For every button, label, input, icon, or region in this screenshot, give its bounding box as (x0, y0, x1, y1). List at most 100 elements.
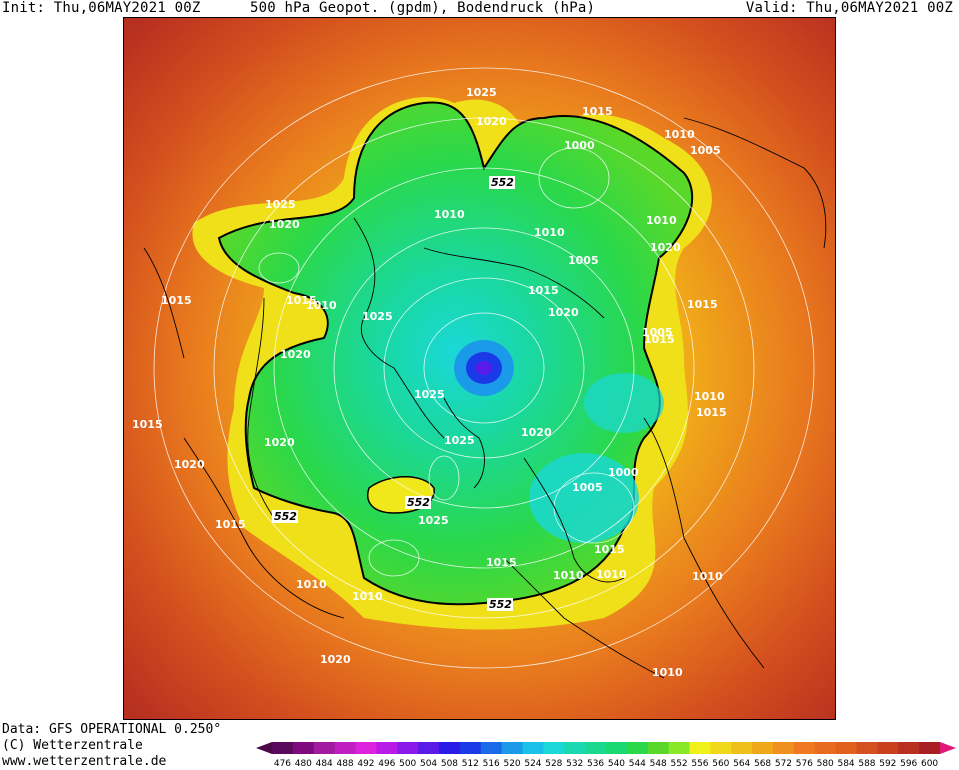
isobar-label: 1015 (644, 333, 675, 346)
valid-time: Valid: Thu,06MAY2021 00Z (745, 0, 953, 16)
legend-swatch (647, 742, 670, 754)
legend-tick-label: 600 (921, 759, 938, 769)
legend-arrow-right (940, 742, 956, 754)
isobar-label: 1020 (548, 306, 579, 319)
legend-swatch (752, 742, 774, 754)
legend-tick-label: 596 (900, 759, 917, 769)
isobar-label: 1010 (694, 390, 725, 403)
legend-swatch (397, 742, 419, 754)
legend-tick-label: 476 (274, 759, 291, 769)
isobar-label: 1000 (564, 139, 595, 152)
legend-swatch (313, 742, 336, 754)
isobar-label: 1005 (572, 481, 603, 494)
legend-bar: 476 480 484 488 492 496 500 504 508 512 516 520 524 5… (256, 742, 956, 769)
legend-swatch (564, 742, 586, 754)
isobar-label: 1010 (352, 590, 383, 603)
isobar-label: 1025 (414, 388, 445, 401)
isobar-label: 1010 (296, 578, 327, 591)
low-center-inner (476, 361, 492, 375)
legend-tick-label: 580 (817, 759, 834, 769)
legend-swatch (522, 742, 544, 754)
legend-swatch (877, 742, 899, 754)
isobar-label: 1005 (568, 254, 599, 267)
isobar-label: 1025 (362, 310, 393, 323)
legend-tick-label: 484 (316, 759, 333, 769)
isobar-label: 1025 (418, 514, 449, 527)
isobar-label: 1010 (553, 569, 584, 582)
contour-label-box (487, 598, 513, 611)
legend-tick-label: 548 (650, 759, 667, 769)
legend-tick-label: 500 (399, 759, 416, 769)
legend-swatch (543, 742, 565, 754)
isobar-label: 1020 (320, 653, 351, 666)
isobar-label: 1010 (534, 226, 565, 239)
isobar-label: 1020 (521, 426, 552, 439)
isobar-label: 1005 (690, 144, 721, 157)
isobar-label: 1015 (286, 294, 317, 307)
isobar-label: 1020 (650, 241, 681, 254)
legend-tick-label: 532 (566, 759, 583, 769)
legend-tick-label: 488 (336, 759, 353, 769)
contour-552-label-layer: 552 552 552 552 (272, 176, 515, 611)
isobar-label: 1015 (582, 105, 613, 118)
contour-label-552: 552 (274, 510, 297, 523)
legend-tick-label: 512 (462, 759, 479, 769)
legend-swatch (459, 742, 482, 754)
isobar-label: 1005 (642, 326, 673, 339)
legend-tick-label: 568 (754, 759, 771, 769)
legend-tick-label: 564 (733, 759, 750, 769)
isobar-label: 1015 (161, 294, 192, 307)
website-link[interactable]: www.wetterzentrale.de (2, 754, 167, 769)
isobar-label: 1010 (692, 570, 723, 583)
contour-label-552: 552 (407, 496, 430, 509)
isobar-label: 1015 (132, 418, 163, 431)
legend-swatch (626, 742, 649, 754)
legend-swatch (606, 742, 628, 754)
legend-swatch (292, 742, 315, 754)
legend-tick-label: 572 (775, 759, 792, 769)
geopotential-map: 1025 1020 1015 1010 1000 1005 1025 1020 1010 1010… (123, 17, 836, 720)
isobar-label: 1015 (215, 518, 246, 531)
isobar-label: 1020 (269, 218, 300, 231)
legend-swatch (793, 742, 816, 754)
isobar-label: 1020 (280, 348, 311, 361)
legend-tick-label: 516 (483, 759, 500, 769)
legend-swatch (919, 742, 941, 754)
contour-label-box (489, 176, 515, 189)
data-source: Data: GFS OPERATIONAL 0.250° (2, 722, 222, 737)
legend-swatch (418, 742, 440, 754)
coastlines (143, 117, 827, 679)
legend-swatch (480, 742, 503, 754)
legend-swatch (272, 742, 294, 754)
isobar-label: 1015 (528, 284, 559, 297)
legend-tick-label: 588 (858, 759, 875, 769)
contour-label-552: 552 (489, 598, 512, 611)
legend-tick-label: 544 (629, 759, 646, 769)
isobar-label: 1020 (264, 436, 295, 449)
isobar-label: 1010 (652, 666, 683, 679)
isobar-label: 1010 (646, 214, 677, 227)
contour-label-552: 552 (491, 176, 514, 189)
legend-tick-label: 556 (691, 759, 708, 769)
legend-tick-label: 480 (295, 759, 312, 769)
legend-tick-label: 508 (441, 759, 458, 769)
legend-tick-label: 552 (670, 759, 687, 769)
legend-tick-label: 536 (587, 759, 604, 769)
legend-swatch (439, 742, 461, 754)
legend-swatch (898, 742, 920, 754)
isobar-label: 1010 (434, 208, 465, 221)
legend-swatch (814, 742, 837, 754)
contour-label-box (272, 510, 298, 523)
legend-swatch (355, 742, 377, 754)
isobar-label: 1010 (596, 568, 627, 581)
isobar-label: 1010 (306, 299, 337, 312)
legend-tick-label: 576 (796, 759, 813, 769)
init-time: Init: Thu,06MAY2021 00Z (2, 0, 201, 16)
isobar-label: 1010 (664, 128, 695, 141)
legend-swatch (689, 742, 711, 754)
isobar-label: 1015 (696, 406, 727, 419)
isobar-label: 1020 (174, 458, 205, 471)
contour-label-box (405, 496, 431, 509)
